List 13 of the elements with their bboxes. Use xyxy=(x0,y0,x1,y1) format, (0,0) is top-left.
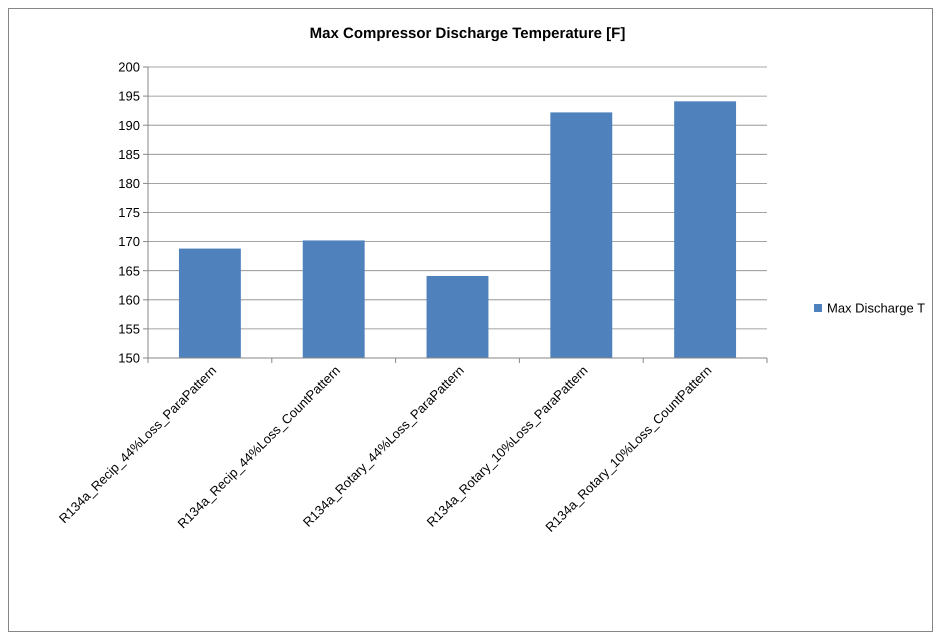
y-tick-label: 175 xyxy=(118,205,140,220)
y-tick-label: 180 xyxy=(118,176,140,191)
chart-title: Max Compressor Discharge Temperature [F] xyxy=(310,25,626,42)
y-tick-label: 160 xyxy=(118,292,140,308)
y-tick-label: 185 xyxy=(118,146,140,162)
legend-label: Max Discharge T xyxy=(827,300,926,316)
y-tick-label: 150 xyxy=(118,350,140,366)
y-tick-label: 200 xyxy=(118,60,140,75)
y-tick-label: 195 xyxy=(118,88,140,104)
y-tick-label: 155 xyxy=(118,321,140,336)
y-tick-label: 170 xyxy=(118,234,140,250)
y-tick-label: 165 xyxy=(118,263,140,278)
y-tick-label: 190 xyxy=(118,118,140,133)
